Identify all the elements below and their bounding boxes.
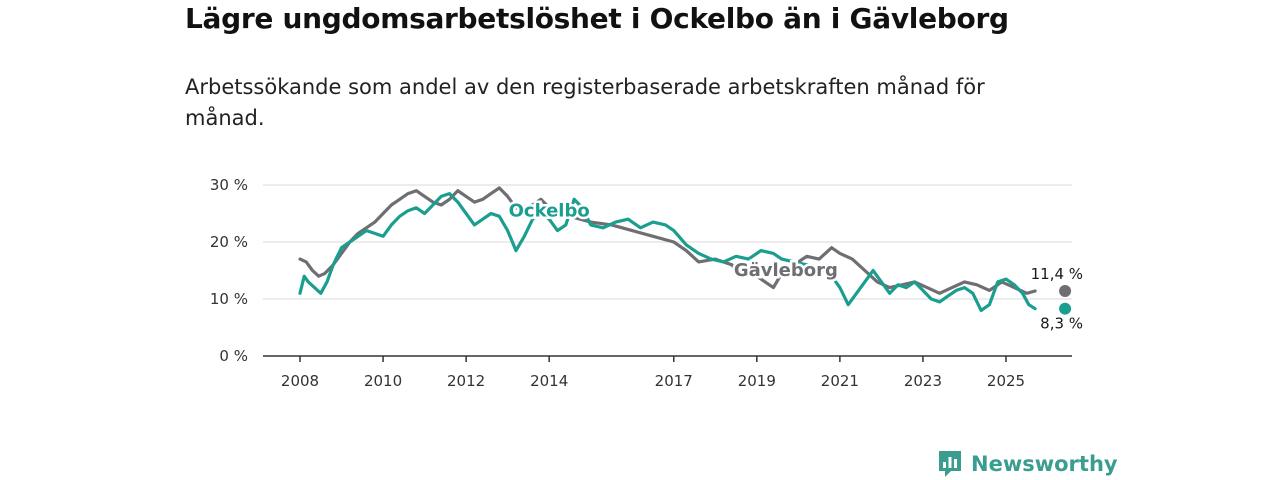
x-tick-label: 2014 xyxy=(530,372,568,390)
end-label-ockelbo: 8,3 % xyxy=(1040,315,1083,333)
series-line-g-vleborg xyxy=(298,186,1037,295)
end-marker-g-vleborg xyxy=(1059,285,1072,298)
series-label-gavleborg: Gävleborg xyxy=(734,260,838,281)
x-tick-label: 2012 xyxy=(447,372,485,390)
chart-title: Lägre ungdomsarbetslöshet i Ockelbo än i… xyxy=(185,2,1009,35)
x-tick-label: 2008 xyxy=(281,372,319,390)
x-tick-label: 2017 xyxy=(655,372,693,390)
brand-name: Newsworthy xyxy=(971,452,1118,476)
x-tick-label: 2019 xyxy=(738,372,776,390)
newsworthy-logo-icon xyxy=(939,451,961,477)
x-tick-label: 2023 xyxy=(904,372,942,390)
end-marker-ockelbo xyxy=(1059,302,1072,315)
x-tick-label: 2025 xyxy=(987,372,1025,390)
x-tick-label: 2010 xyxy=(364,372,402,390)
y-tick-label: 0 % xyxy=(219,347,248,365)
x-tick-label: 2021 xyxy=(821,372,859,390)
end-label-gavleborg: 11,4 % xyxy=(1031,265,1083,283)
y-tick-label: 10 % xyxy=(210,290,248,308)
chart-subtitle: Arbetssökande som andel av den registerb… xyxy=(185,75,985,130)
series-label-ockelbo: Ockelbo xyxy=(509,200,590,221)
y-tick-label: 30 % xyxy=(210,176,248,194)
brand[interactable]: Newsworthy xyxy=(937,449,1118,479)
series-line-ockelbo xyxy=(298,192,1037,312)
y-tick-label: 20 % xyxy=(210,233,248,251)
